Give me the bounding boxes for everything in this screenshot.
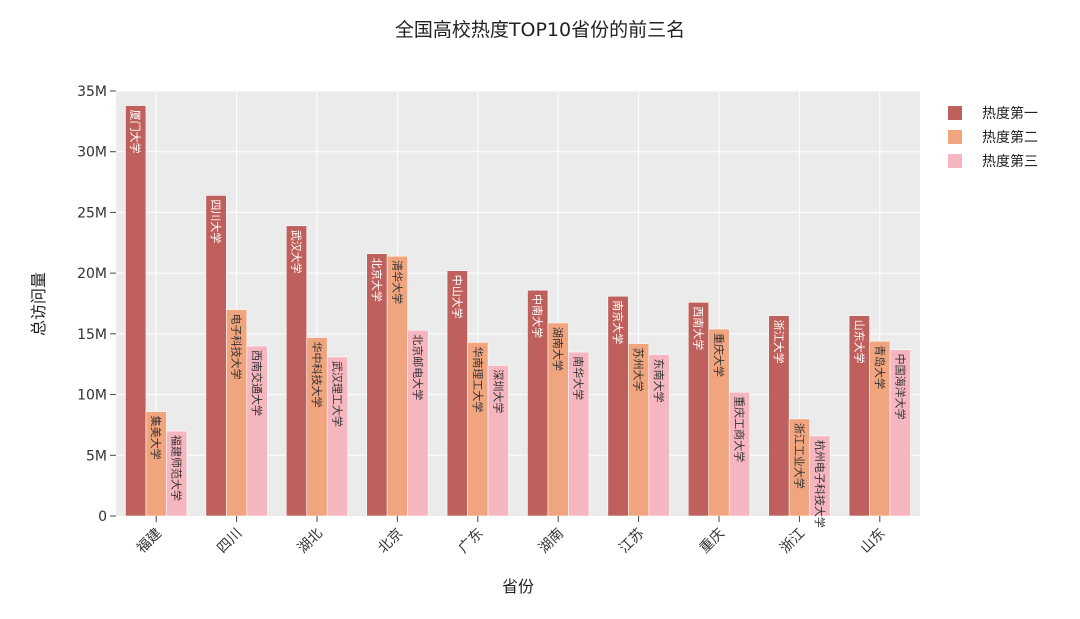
bar-label: 南华大学 — [572, 356, 586, 400]
bar-label: 重庆工商大学 — [733, 396, 747, 462]
bars — [125, 105, 911, 517]
bar[interactable] — [246, 345, 268, 517]
bar-label: 福建师范大学 — [170, 435, 184, 501]
bar[interactable] — [728, 391, 751, 517]
y-tick-label: 5M — [86, 448, 107, 464]
bar-label: 中国海洋大学 — [893, 354, 907, 420]
bar-label: 中南大学 — [531, 294, 545, 338]
x-axis: 福建 四川 湖北 北京 广东 湖南 江苏 重庆 浙江 山东 — [134, 516, 889, 557]
y-tick-label: 10M — [77, 388, 107, 404]
x-tick-label: 四川 — [214, 526, 245, 557]
chart-title: 全国高校热度TOP10省份的前三名 — [395, 19, 685, 41]
bar-label: 苏州大学 — [632, 348, 646, 392]
bar-label: 西南交通大学 — [250, 350, 264, 416]
bar[interactable] — [166, 430, 188, 517]
bar-label: 浙江大学 — [772, 320, 786, 364]
bar[interactable] — [889, 349, 911, 517]
legend-swatch[interactable] — [948, 106, 962, 120]
y-tick-label: 30M — [77, 145, 107, 161]
bar-label: 厦门大学 — [129, 110, 143, 154]
legend-swatch[interactable] — [948, 130, 962, 144]
bar-label: 浙江工业大学 — [792, 423, 806, 489]
bar-label: 华南理工大学 — [471, 346, 485, 412]
y-tick-label: 25M — [77, 205, 107, 221]
y-tick-label: 20M — [77, 266, 107, 282]
bar[interactable] — [407, 329, 429, 517]
legend-swatch[interactable] — [948, 154, 962, 168]
x-tick-label: 浙江 — [777, 526, 808, 557]
x-tick-label: 湖南 — [536, 526, 567, 557]
bar-label: 西南大学 — [692, 306, 706, 350]
bar-label: 青岛大学 — [873, 345, 887, 389]
x-tick-label: 北京 — [375, 526, 406, 557]
bar-label: 南京大学 — [611, 300, 625, 344]
y-tick-label: 35M — [77, 84, 107, 100]
y-axis-title: 总访问量 — [29, 272, 48, 336]
bar-label: 北京大学 — [370, 258, 384, 302]
bar-label: 山东大学 — [852, 320, 866, 364]
bar-label: 湖南大学 — [551, 327, 565, 371]
y-tick-label: 15M — [77, 327, 107, 343]
x-tick-label: 山东 — [858, 526, 889, 557]
bar[interactable] — [809, 435, 831, 517]
bar[interactable] — [205, 195, 227, 517]
bar-label: 东南大学 — [652, 359, 666, 403]
bar-label: 杭州电子科技大学 — [813, 440, 827, 528]
bar-label: 武汉理工大学 — [331, 361, 345, 427]
bar[interactable] — [125, 105, 147, 517]
bar[interactable] — [487, 365, 509, 517]
y-tick-label: 0 — [98, 509, 107, 525]
y-axis: 0 5M 10M 15M 20M 25M 30M 35M — [77, 84, 116, 525]
x-tick-label: 江苏 — [616, 526, 647, 557]
bar-label: 集美大学 — [149, 416, 163, 460]
legend-label[interactable]: 热度第一 — [982, 105, 1038, 122]
bar-label: 重庆大学 — [712, 333, 726, 377]
bar-label: 四川大学 — [209, 199, 223, 243]
x-tick-label: 福建 — [134, 526, 165, 557]
bar-label: 北京邮电大学 — [411, 334, 425, 400]
x-axis-title: 省份 — [502, 577, 534, 596]
x-tick-label: 重庆 — [697, 526, 728, 557]
bar-label: 中山大学 — [450, 275, 464, 319]
legend-label[interactable]: 热度第三 — [982, 153, 1038, 170]
bar[interactable] — [768, 315, 790, 517]
bar-label: 清华大学 — [390, 260, 404, 304]
bar-label: 电子科技大学 — [230, 314, 244, 380]
x-tick-label: 广东 — [456, 526, 487, 557]
x-tick-label: 湖北 — [295, 526, 326, 557]
bar[interactable] — [326, 356, 349, 517]
legend-label[interactable]: 热度第二 — [982, 129, 1038, 146]
bar[interactable] — [568, 351, 590, 517]
bar-label: 深圳大学 — [491, 369, 505, 413]
bar[interactable] — [648, 354, 670, 517]
bar-label: 华中科技大学 — [310, 342, 324, 408]
bar-label: 武汉大学 — [290, 230, 304, 274]
